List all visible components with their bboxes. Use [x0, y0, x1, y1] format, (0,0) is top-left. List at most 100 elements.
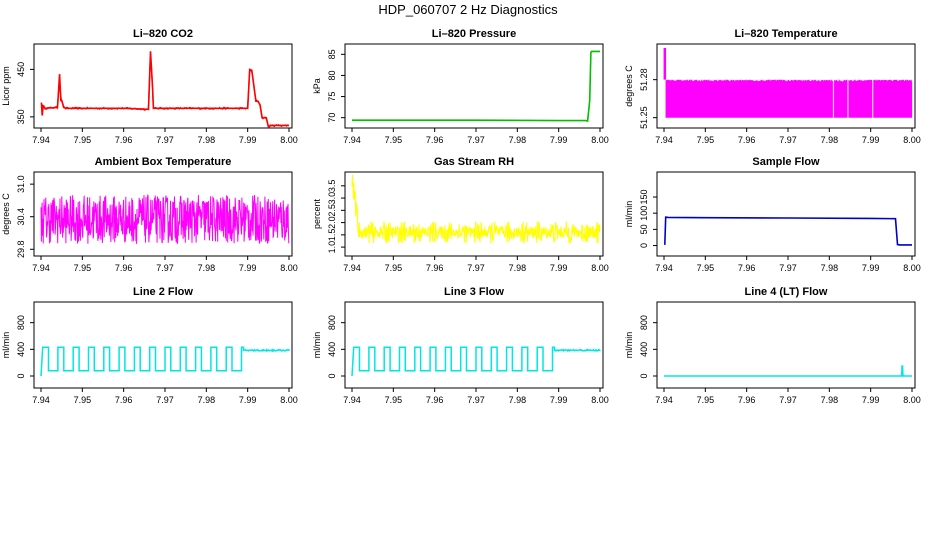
y-tick-label: 75	[327, 92, 337, 102]
x-tick-label: 7.99	[550, 263, 568, 273]
x-tick-label: 7.94	[343, 263, 361, 273]
x-tick-label: 7.99	[239, 263, 257, 273]
y-tick-label: 29.8	[16, 241, 26, 259]
chart-panel-3: Li–820 Temperature degrees C 7.94 7.95 7.96 7…	[624, 28, 921, 145]
y-tick-label: 100	[639, 206, 649, 221]
x-tick-label: 7.95	[74, 395, 92, 405]
y-tick-label: 50	[639, 224, 649, 234]
x-tick-label: 7.96	[115, 135, 133, 145]
plot-frame	[656, 43, 916, 129]
x-tick-label: 7.98	[509, 263, 527, 273]
x-tick-label: 7.94	[655, 395, 673, 405]
plot-area	[664, 216, 912, 246]
chart-title: Ambient Box Temperature	[95, 156, 232, 168]
y-axis-label: degrees C	[1, 193, 11, 235]
chart-title: Line 3 Flow	[444, 286, 504, 298]
x-tick-label: 7.97	[779, 263, 797, 273]
x-tick-label: 7.96	[426, 263, 444, 273]
x-tick-label: 8.00	[903, 263, 921, 273]
series-line	[351, 174, 601, 244]
y-tick-label: 2.0	[327, 216, 337, 229]
x-tick-label: 7.94	[32, 135, 50, 145]
x-tick-label: 7.96	[115, 395, 133, 405]
y-tick-label: 800	[639, 315, 649, 330]
page-title: HDP_060707 2 Hz Diagnostics	[378, 2, 558, 17]
plot-frame	[33, 171, 293, 257]
x-tick-label: 7.95	[385, 395, 403, 405]
y-tick-label: 80	[327, 70, 337, 80]
chart-panel-9: Line 4 (LT) Flow ml/min 7.94 7.95 7.96 7.97 7.…	[624, 286, 921, 405]
x-tick-label: 7.94	[655, 263, 673, 273]
x-tick-label: 7.96	[115, 263, 133, 273]
plot-area	[40, 194, 290, 244]
x-tick-label: 7.97	[467, 395, 485, 405]
x-tick-label: 7.98	[821, 395, 839, 405]
y-tick-label: 800	[16, 315, 26, 330]
y-tick-label: 350	[16, 109, 26, 124]
chart-title: Gas Stream RH	[434, 156, 514, 168]
y-tick-label: 0	[16, 373, 26, 378]
x-tick-label: 7.98	[198, 135, 216, 145]
y-tick-label: 3.0	[327, 192, 337, 205]
x-tick-label: 7.95	[697, 135, 715, 145]
series-line	[664, 216, 912, 246]
chart-title: Li–820 CO2	[133, 28, 193, 40]
chart-panel-8: Line 3 Flow ml/min 7.94 7.95 7.96 7.97 7.98 7.9…	[312, 286, 609, 405]
series-band	[665, 79, 913, 118]
y-axis-label: ml/min	[312, 332, 322, 359]
plot-area	[352, 50, 600, 122]
y-tick-label: 400	[327, 342, 337, 357]
x-tick-label: 7.97	[779, 395, 797, 405]
y-tick-label: 51.25	[639, 106, 649, 129]
chart-panel-5: Gas Stream RH percent 7.94 7.95 7.96 7.97 7.98…	[312, 156, 609, 273]
x-tick-label: 8.00	[903, 135, 921, 145]
y-tick-label: 1.5	[327, 229, 337, 242]
y-axis-label: ml/min	[1, 332, 11, 359]
x-tick-label: 8.00	[280, 135, 298, 145]
x-tick-label: 7.96	[426, 395, 444, 405]
y-axis-label: ml/min	[624, 332, 634, 359]
chart-panel-1: Li–820 CO2 Licor ppm 7.94 7.95 7.96 7.97 7.98 7…	[1, 28, 298, 145]
y-tick-label: 31.0	[16, 175, 26, 193]
y-tick-label: 30.4	[16, 208, 26, 226]
chart-panel-6: Sample Flow ml/min 7.94 7.95 7.96 7.97 7.98 7.9…	[624, 156, 921, 273]
x-tick-label: 7.95	[385, 263, 403, 273]
x-tick-label: 7.98	[509, 395, 527, 405]
series-line	[40, 346, 291, 377]
x-tick-label: 7.96	[738, 263, 756, 273]
x-tick-label: 7.95	[74, 135, 92, 145]
x-tick-label: 7.98	[198, 263, 216, 273]
chart-panel-7: Line 2 Flow ml/min 7.94 7.95 7.96 7.97 7.98 7.9…	[1, 286, 298, 405]
y-axis-label: Licor ppm	[1, 66, 11, 106]
x-tick-label: 7.98	[821, 135, 839, 145]
x-tick-label: 7.99	[862, 395, 880, 405]
plot-frame	[344, 43, 604, 129]
x-tick-label: 7.98	[509, 135, 527, 145]
chart-title: Line 4 (LT) Flow	[745, 286, 828, 298]
series-jitter	[41, 57, 290, 128]
x-tick-label: 7.98	[821, 263, 839, 273]
plot-frame	[656, 171, 916, 257]
plot-frame	[33, 43, 293, 129]
x-tick-label: 8.00	[280, 263, 298, 273]
y-tick-label: 70	[327, 113, 337, 123]
x-tick-label: 7.94	[655, 135, 673, 145]
y-tick-label: 0	[639, 373, 649, 378]
plot-area	[664, 365, 912, 377]
y-tick-label: 51.28	[639, 68, 649, 91]
y-axis-label: ml/min	[624, 201, 634, 228]
x-tick-label: 7.97	[156, 135, 174, 145]
x-tick-label: 7.97	[156, 395, 174, 405]
x-tick-label: 8.00	[903, 395, 921, 405]
series-line	[352, 50, 600, 122]
plot-area	[40, 346, 291, 377]
plot-area	[663, 48, 913, 118]
y-tick-label: 85	[327, 49, 337, 59]
x-tick-label: 7.99	[550, 135, 568, 145]
y-tick-label: 400	[16, 342, 26, 357]
chart-title: Li–820 Temperature	[734, 28, 837, 40]
y-tick-label: 0	[327, 373, 337, 378]
chart-title: Line 2 Flow	[133, 286, 193, 298]
x-tick-label: 7.94	[32, 263, 50, 273]
